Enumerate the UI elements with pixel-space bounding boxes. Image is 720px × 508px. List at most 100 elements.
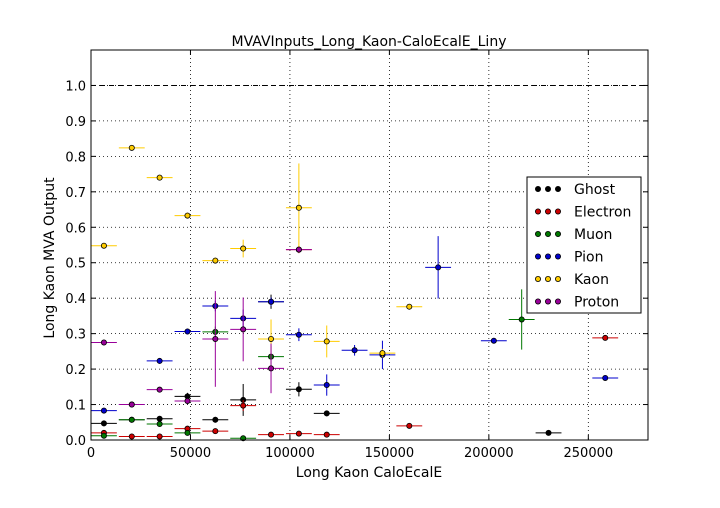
legend-marker bbox=[535, 253, 542, 260]
data-point bbox=[212, 428, 219, 435]
legend-marker bbox=[545, 185, 552, 192]
legend-item-pion: Pion bbox=[535, 250, 603, 266]
legend-marker bbox=[535, 298, 542, 305]
data-point bbox=[268, 335, 275, 342]
legend-marker bbox=[535, 275, 542, 282]
x-tick-label: 250000 bbox=[564, 446, 614, 461]
legend-marker bbox=[545, 230, 552, 237]
data-point bbox=[323, 338, 330, 345]
data-point bbox=[268, 431, 275, 438]
legend-label: Kaon bbox=[574, 272, 609, 288]
legend-marker bbox=[535, 185, 542, 192]
x-tick-label: 150000 bbox=[365, 446, 415, 461]
data-point bbox=[100, 339, 107, 346]
y-tick-label: 0.3 bbox=[65, 328, 86, 343]
data-point bbox=[128, 144, 135, 151]
legend-item-electron: Electron bbox=[535, 205, 631, 221]
data-point bbox=[351, 347, 358, 354]
legend-item-ghost: Ghost bbox=[535, 182, 616, 198]
data-point bbox=[268, 298, 275, 305]
chart-title: MVAVInputs_Long_Kaon-CaloEcalE_Liny bbox=[232, 34, 507, 50]
legend-box bbox=[526, 176, 642, 314]
data-point bbox=[435, 264, 442, 271]
data-point bbox=[100, 420, 107, 427]
series-electron bbox=[91, 246, 619, 440]
data-point bbox=[406, 303, 413, 310]
data-point bbox=[295, 331, 302, 338]
legend-label: Ghost bbox=[574, 182, 616, 198]
legend-label: Electron bbox=[574, 205, 631, 221]
legend-marker bbox=[555, 253, 562, 260]
legend: Ghost Electron Muon Pion Kaon Proton bbox=[526, 176, 642, 314]
data-point bbox=[323, 410, 330, 417]
data-point bbox=[602, 334, 609, 341]
data-point bbox=[184, 212, 191, 219]
data-point bbox=[490, 337, 497, 344]
data-point bbox=[100, 432, 107, 439]
y-tick-label: 0.8 bbox=[65, 150, 86, 165]
data-point bbox=[323, 382, 330, 389]
data-point bbox=[128, 433, 135, 440]
data-point bbox=[406, 422, 413, 429]
data-point bbox=[295, 246, 302, 253]
legend-marker bbox=[545, 253, 552, 260]
legend-marker bbox=[545, 298, 552, 305]
y-tick-label: 0.4 bbox=[65, 292, 86, 307]
y-tick-label: 0.6 bbox=[65, 221, 86, 236]
data-point bbox=[184, 328, 191, 335]
data-point bbox=[128, 416, 135, 423]
legend-label: Muon bbox=[574, 227, 612, 243]
legend-marker bbox=[535, 230, 542, 237]
data-point bbox=[295, 204, 302, 211]
legend-marker bbox=[545, 275, 552, 282]
data-point bbox=[602, 374, 609, 381]
data-point bbox=[100, 407, 107, 414]
data-point bbox=[100, 242, 107, 249]
x-tick-label: 0 bbox=[87, 446, 95, 461]
plot-frame bbox=[90, 49, 649, 441]
y-tick-label: 0.0 bbox=[65, 434, 86, 449]
legend-marker bbox=[555, 298, 562, 305]
data-point bbox=[156, 421, 163, 428]
data-point bbox=[212, 257, 219, 264]
legend-item-proton: Proton bbox=[535, 295, 619, 311]
legend-marker bbox=[555, 230, 562, 237]
y-tick-label: 0.9 bbox=[65, 115, 86, 130]
data-point bbox=[156, 415, 163, 422]
data-point bbox=[545, 429, 552, 436]
legend-item-muon: Muon bbox=[535, 227, 612, 243]
data-point bbox=[379, 350, 386, 357]
legend-item-kaon: Kaon bbox=[535, 272, 609, 288]
data-point bbox=[212, 416, 219, 423]
grid-lines bbox=[91, 50, 648, 440]
legend-marker bbox=[555, 185, 562, 192]
y-tick-label: 0.1 bbox=[65, 399, 86, 414]
y-tick-label: 0.2 bbox=[65, 363, 86, 378]
data-point bbox=[156, 386, 163, 393]
legend-marker bbox=[555, 275, 562, 282]
data-point bbox=[240, 402, 247, 409]
series-kaon bbox=[91, 144, 423, 359]
data-point bbox=[240, 245, 247, 252]
y-tick-label: 1.0 bbox=[65, 79, 86, 94]
x-tick-label: 50000 bbox=[170, 446, 211, 461]
series-proton bbox=[91, 246, 312, 408]
y-tick-label: 0.5 bbox=[65, 257, 86, 272]
data-series bbox=[91, 144, 619, 442]
y-axis-label: Long Kaon MVA Output bbox=[42, 177, 58, 339]
legend-label: Pion bbox=[574, 250, 603, 266]
legend-label: Proton bbox=[574, 295, 619, 311]
data-point bbox=[212, 335, 219, 342]
data-point bbox=[156, 174, 163, 181]
axis-ticks: 0 50000 100000 150000 200000 250000 0.0 0.1 0.2 0… bbox=[65, 50, 648, 461]
data-point bbox=[128, 401, 135, 408]
series-ghost bbox=[91, 294, 562, 436]
data-point bbox=[518, 316, 525, 323]
legend-marker bbox=[545, 208, 552, 215]
data-point bbox=[295, 430, 302, 437]
y-tick-label: 0.7 bbox=[65, 186, 86, 201]
data-point bbox=[268, 365, 275, 372]
legend-marker bbox=[555, 208, 562, 215]
